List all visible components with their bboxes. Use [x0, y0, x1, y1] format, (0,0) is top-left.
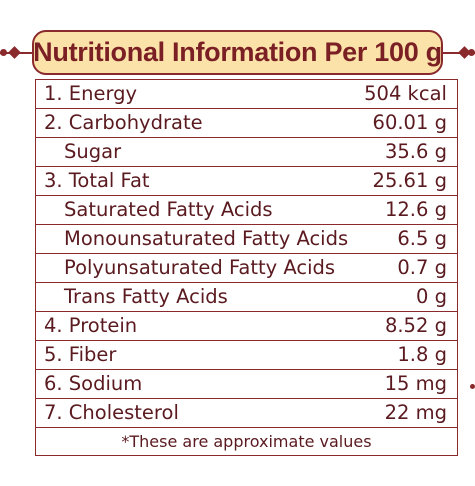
page-title: Nutritional Information Per 100 g	[33, 37, 442, 67]
table-row: 5. Fiber 1.8 g	[35, 340, 458, 370]
nutrient-label: Trans Fatty Acids	[35, 282, 357, 312]
nutrient-value: 60.01 g	[356, 108, 458, 138]
table-row: 6. Sodium 15 mg	[35, 369, 458, 399]
table-row: Trans Fatty Acids 0 g	[35, 282, 458, 312]
table-row: Polyunsaturated Fatty Acids 0.7 g	[35, 253, 458, 283]
nutrient-value: 0.7 g	[356, 253, 458, 283]
table-row: 3. Total Fat 25.61 g	[35, 166, 458, 196]
footnote: *These are approximate values	[35, 427, 458, 456]
nutrient-value: 22 mg	[356, 398, 458, 428]
nutrient-value: 25.61 g	[356, 166, 458, 196]
nutrient-value: 15 mg	[356, 369, 458, 399]
nutrient-value: 1.8 g	[356, 340, 458, 370]
nutrition-table: 1. Energy 504 kcal 2. Carbohydrate 60.01…	[35, 79, 458, 456]
table-row: 7. Cholesterol 22 mg	[35, 398, 458, 428]
nutrient-value: 504 kcal	[356, 79, 458, 109]
nutrient-label: 2. Carbohydrate	[35, 108, 357, 138]
nutrient-label: Saturated Fatty Acids	[35, 195, 357, 225]
table-row: 2. Carbohydrate 60.01 g	[35, 108, 458, 138]
nutrient-label: 3. Total Fat	[35, 166, 357, 196]
nutrient-label: 1. Energy	[35, 79, 357, 109]
decorative-dot-icon	[470, 384, 475, 389]
nutrient-value: 35.6 g	[356, 137, 458, 167]
table-row: 4. Protein 8.52 g	[35, 311, 458, 341]
title-banner: Nutritional Information Per 100 g	[32, 30, 443, 75]
nutrient-value: 12.6 g	[356, 195, 458, 225]
diamond-ornament-icon	[458, 46, 471, 59]
table-row: Saturated Fatty Acids 12.6 g	[35, 195, 458, 225]
diamond-ornament-icon	[8, 46, 21, 59]
table-row: Monounsaturated Fatty Acids 6.5 g	[35, 224, 458, 254]
footnote-row: *These are approximate values	[35, 427, 458, 456]
nutrient-label: 6. Sodium	[35, 369, 357, 399]
decorative-dot-icon	[0, 49, 7, 56]
nutrient-label: Monounsaturated Fatty Acids	[35, 224, 357, 254]
nutrient-label: 7. Cholesterol	[35, 398, 357, 428]
nutrient-label: Polyunsaturated Fatty Acids	[35, 253, 357, 283]
nutrient-label: Sugar	[35, 137, 357, 167]
decorative-dot-icon	[468, 49, 475, 56]
table-row: 1. Energy 504 kcal	[35, 79, 458, 109]
nutrient-value: 8.52 g	[356, 311, 458, 341]
table-row: Sugar 35.6 g	[35, 137, 458, 167]
nutrient-value: 6.5 g	[356, 224, 458, 254]
nutrient-label: 5. Fiber	[35, 340, 357, 370]
nutrient-value: 0 g	[356, 282, 458, 312]
nutrient-label: 4. Protein	[35, 311, 357, 341]
